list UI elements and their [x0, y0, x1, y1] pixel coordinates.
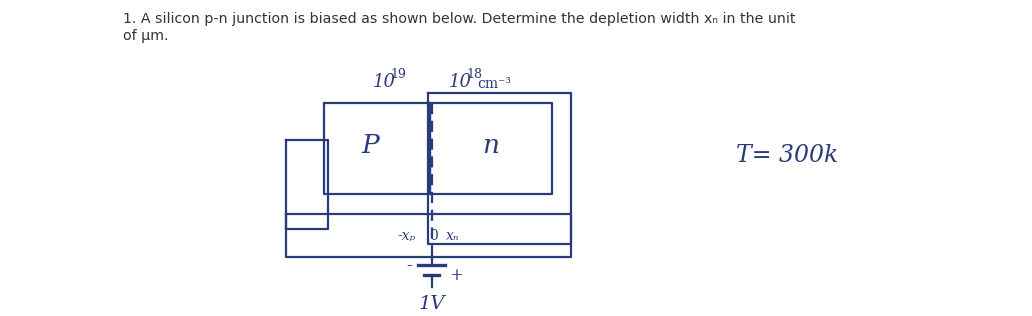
Text: n: n [482, 133, 498, 158]
Text: T= 300k: T= 300k [736, 144, 838, 167]
Text: 0: 0 [429, 229, 438, 243]
Text: -: - [406, 257, 412, 275]
Text: cm⁻³: cm⁻³ [478, 77, 512, 91]
Text: 19: 19 [390, 68, 407, 81]
Text: 10: 10 [373, 73, 395, 91]
Text: of μm.: of μm. [123, 29, 168, 44]
Text: -xₚ: -xₚ [398, 229, 416, 243]
Text: 18: 18 [466, 68, 483, 81]
Text: 10: 10 [449, 73, 473, 91]
Text: 1. A silicon p-n junction is biased as shown below. Determine the depletion widt: 1. A silicon p-n junction is biased as s… [123, 12, 796, 26]
Text: P: P [362, 133, 380, 158]
Text: xₙ: xₙ [447, 229, 460, 243]
Text: 1V: 1V [418, 295, 445, 313]
Text: +: + [449, 267, 463, 284]
